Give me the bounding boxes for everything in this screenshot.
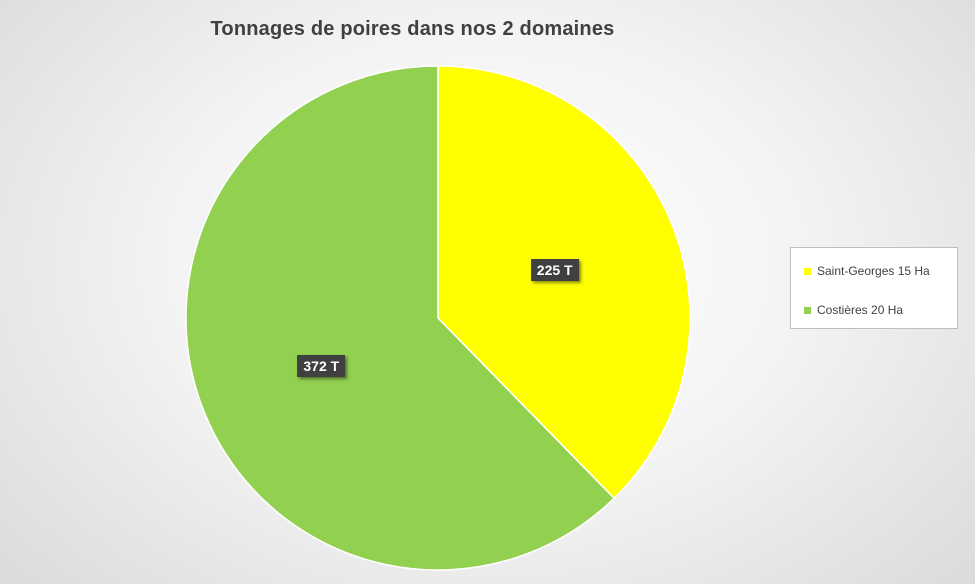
data-label-saint-georges: 225 T <box>530 259 579 282</box>
legend-label-costieres: Costières 20 Ha <box>817 303 904 317</box>
legend: Saint-Georges 15 Ha Costières 20 Ha <box>790 247 958 329</box>
legend-label-saint-georges: Saint-Georges 15 Ha <box>817 264 930 278</box>
pie-slice-costieres <box>185 65 616 571</box>
data-label-costieres: 372 T <box>297 354 346 377</box>
legend-swatch-saint-georges <box>804 267 811 275</box>
legend-item-costieres: Costières 20 Ha <box>804 301 957 319</box>
legend-item-saint-georges: Saint-Georges 15 Ha <box>804 262 957 280</box>
chart-title: Tonnages de poires dans nos 2 domaines <box>210 18 615 40</box>
pie-slice-saint-georges <box>437 65 691 500</box>
legend-swatch-costieres <box>804 306 811 314</box>
